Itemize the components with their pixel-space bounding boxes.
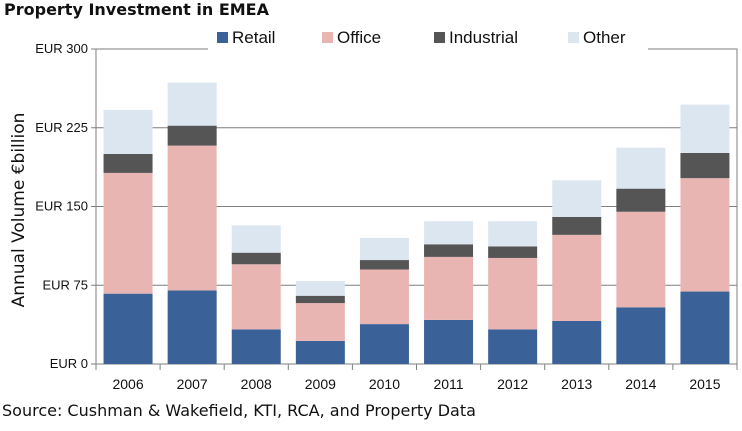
x-tick-label: 2007 — [177, 376, 208, 392]
bar-segment-industrial-2015 — [680, 152, 730, 179]
bar-segment-other-2006 — [103, 109, 153, 154]
x-tick-label: 2013 — [561, 376, 592, 392]
bars-layer — [103, 82, 730, 364]
bar-segment-retail-2010 — [359, 324, 409, 364]
bar-segment-other-2012 — [488, 221, 538, 247]
bar-segment-other-2011 — [424, 221, 474, 245]
bar-segment-retail-2013 — [552, 320, 602, 364]
y-axis-title: Annual Volume €billion — [9, 113, 29, 308]
chart-title: Property Investment in EMEA — [4, 0, 269, 19]
bar-segment-other-2008 — [231, 225, 281, 253]
bar-segment-office-2010 — [359, 269, 409, 325]
x-tick-label: 2014 — [625, 376, 656, 392]
x-tick-label: 2010 — [369, 376, 400, 392]
bar-segment-office-2009 — [295, 303, 345, 341]
axis-layer: EUR 0 EUR 75 EUR 150 EUR 225 EUR 300 2006 2007… — [35, 41, 738, 392]
legend-label-industrial: Industrial — [449, 28, 518, 47]
bar-segment-industrial-2012 — [488, 246, 538, 258]
legend-label-office: Office — [337, 28, 381, 47]
legend-swatch-other — [568, 32, 579, 43]
bar-segment-retail-2015 — [680, 291, 730, 364]
bar-segment-industrial-2011 — [424, 244, 474, 257]
bar-segment-office-2011 — [424, 256, 474, 320]
legend-swatch-industrial — [434, 32, 445, 43]
bar-segment-other-2013 — [552, 180, 602, 217]
bar-segment-other-2014 — [616, 147, 666, 189]
bar-segment-industrial-2014 — [616, 188, 666, 212]
bar-segment-industrial-2006 — [103, 154, 153, 173]
x-tick-label: 2009 — [305, 376, 336, 392]
x-tick-label: 2008 — [241, 376, 272, 392]
bar-segment-office-2015 — [680, 178, 730, 292]
x-tick-label: 2015 — [689, 376, 720, 392]
bar-segment-other-2010 — [359, 238, 409, 261]
bar-segment-retail-2012 — [488, 329, 538, 364]
bar-segment-industrial-2009 — [295, 295, 345, 304]
legend-label-other: Other — [583, 28, 626, 47]
bar-segment-industrial-2010 — [359, 260, 409, 270]
bar-segment-office-2012 — [488, 257, 538, 330]
bar-segment-retail-2014 — [616, 307, 666, 364]
y-tick-label: EUR 300 — [35, 41, 88, 56]
bar-segment-office-2014 — [616, 211, 666, 308]
x-tick-label: 2006 — [112, 376, 143, 392]
y-tick-label: EUR 75 — [42, 277, 88, 292]
bar-segment-retail-2008 — [231, 329, 281, 364]
bar-segment-retail-2009 — [295, 340, 345, 364]
bar-segment-office-2006 — [103, 172, 153, 294]
bar-segment-industrial-2013 — [552, 217, 602, 235]
bar-segment-industrial-2007 — [167, 125, 217, 146]
bar-segment-industrial-2008 — [231, 252, 281, 265]
bar-segment-other-2015 — [680, 104, 730, 153]
x-tick-label: 2012 — [497, 376, 528, 392]
bar-segment-other-2007 — [167, 82, 217, 126]
bar-segment-retail-2006 — [103, 293, 153, 364]
legend-swatch-office — [322, 32, 333, 43]
x-tick-label: 2011 — [433, 376, 463, 392]
y-tick-label: EUR 150 — [35, 199, 88, 214]
bar-segment-retail-2007 — [167, 290, 217, 364]
source-note: Source: Cushman & Wakefield, KTI, RCA, a… — [2, 401, 476, 420]
legend: Retail Office Industrial Other — [208, 24, 648, 50]
bar-segment-office-2007 — [167, 145, 217, 291]
y-tick-label: EUR 225 — [35, 120, 88, 135]
bar-segment-office-2008 — [231, 264, 281, 330]
legend-swatch-retail — [217, 32, 228, 43]
legend-label-retail: Retail — [232, 28, 275, 47]
bar-segment-other-2009 — [295, 281, 345, 296]
bar-segment-office-2013 — [552, 234, 602, 321]
y-tick-label: EUR 0 — [50, 356, 88, 371]
bar-segment-retail-2011 — [424, 319, 474, 364]
